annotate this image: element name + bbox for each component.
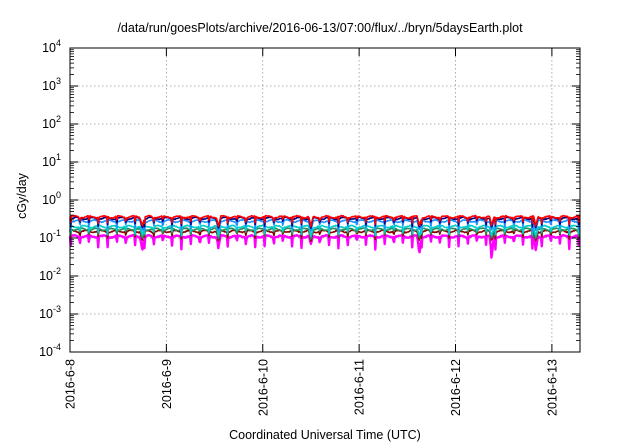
grid-lines <box>69 48 580 352</box>
y-tick-label: 100 <box>42 190 61 207</box>
x-tick-label: 2016-6-9 <box>160 359 174 409</box>
tick-marks <box>69 47 580 353</box>
y-tick-label: 10-4 <box>39 342 61 359</box>
y-tick-label: 101 <box>42 152 61 169</box>
y-axis-label: cGy/day <box>15 173 29 219</box>
y-tick-label: 10-1 <box>39 228 61 245</box>
y-tick-label: 103 <box>42 76 61 93</box>
y-tick-label: 104 <box>42 38 61 55</box>
series-lines <box>68 214 581 259</box>
series-line <box>68 233 581 259</box>
y-tick-label: 10-2 <box>39 266 61 283</box>
x-tick-label: 2016-6-11 <box>353 359 367 415</box>
x-axis-label: Coordinated Universal Time (UTC) <box>229 428 421 442</box>
y-tick-label: 10-3 <box>39 304 61 321</box>
x-tick-labels: 2016-6-8 2016-6-9 2016-6-10 2016-6-11 2016-6… <box>64 359 560 416</box>
y-tick-label: 102 <box>42 114 61 131</box>
x-tick-label: 2016-6-13 <box>545 359 559 416</box>
chart-title: /data/run/goesPlots/archive/2016-06-13/0… <box>117 21 523 35</box>
y-tick-labels: 10-4 10-3 10-2 10-1 100 101 102 103 104 <box>39 38 61 359</box>
x-tick-label: 2016-6-10 <box>256 359 270 416</box>
x-tick-label: 2016-6-8 <box>64 359 78 409</box>
x-tick-label: 2016-6-12 <box>449 359 463 416</box>
series-line <box>69 214 581 228</box>
